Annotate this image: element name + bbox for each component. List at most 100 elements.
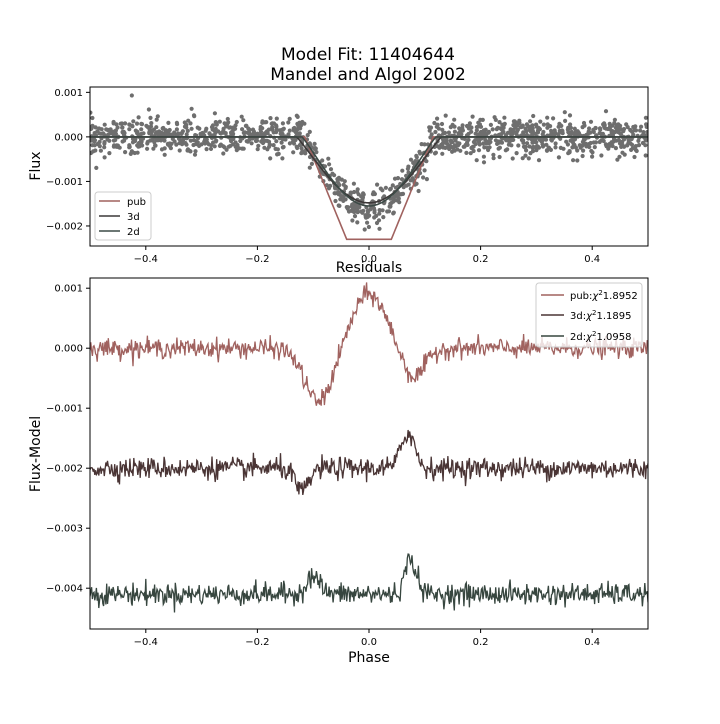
flux-point — [566, 151, 571, 156]
flux-point — [93, 125, 98, 130]
flux-point — [540, 138, 545, 143]
flux-point — [326, 186, 332, 191]
flux-point — [575, 158, 580, 163]
top-legend[interactable]: pub 3d 2d — [94, 191, 152, 241]
flux-point — [337, 191, 342, 196]
flux-point — [111, 121, 116, 126]
flux-point — [286, 132, 291, 137]
flux-point — [213, 120, 219, 125]
flux-point — [149, 121, 154, 126]
flux-point — [151, 146, 156, 151]
flux-point — [212, 144, 217, 149]
flux-point — [161, 126, 166, 131]
legend-3d-chi2-value: 1.1895 — [596, 311, 631, 322]
flux-point — [440, 144, 445, 149]
flux-point — [633, 128, 639, 133]
flux-point — [497, 154, 502, 160]
flux-point — [381, 215, 386, 220]
model-lines — [90, 136, 648, 241]
flux-point — [268, 156, 273, 161]
flux-point — [295, 145, 300, 151]
flux-point — [365, 214, 370, 219]
flux-point — [274, 139, 279, 144]
flux-point — [631, 124, 636, 130]
flux-point — [262, 145, 267, 150]
flux-point — [189, 126, 194, 131]
flux-point — [466, 137, 471, 142]
top-x-tick-label: 0.2 — [473, 254, 489, 265]
flux-point — [620, 142, 625, 147]
flux-point — [400, 168, 405, 173]
residual-line-2d — [90, 553, 648, 613]
flux-point — [492, 115, 497, 120]
flux-point — [207, 131, 212, 136]
flux-point — [632, 154, 637, 160]
flux-point — [440, 127, 445, 132]
top-panel: −0.4 −0.2 0.0 0.2 0.4 0.001 0.000 −0.001 −0.002… — [28, 86, 649, 265]
flux-point — [380, 208, 385, 213]
flux-point — [287, 116, 292, 121]
flux-point — [277, 128, 283, 133]
flux-point — [92, 139, 97, 144]
flux-point — [526, 156, 531, 161]
flux-point — [197, 126, 202, 131]
flux-point — [271, 143, 276, 148]
flux-point — [204, 140, 209, 145]
flux-point — [112, 143, 117, 148]
flux-point — [399, 177, 405, 182]
flux-point — [263, 138, 268, 143]
flux-point — [191, 113, 197, 118]
flux-point — [275, 147, 280, 152]
flux-point — [496, 146, 501, 151]
flux-point — [440, 151, 445, 156]
bottom-y-tick-label: 0.000 — [54, 344, 83, 355]
flux-point — [486, 147, 491, 153]
top-y-tick-label: 0.001 — [54, 88, 83, 99]
residuals-legend[interactable]: pub:χ21.8952 3d:χ21.1895 2d:χ21.0958 — [535, 282, 643, 348]
flux-point — [123, 121, 128, 126]
flux-point — [351, 181, 356, 186]
flux-point — [208, 146, 214, 151]
legend-2d-chi2-symbol: χ — [585, 332, 593, 343]
flux-point — [520, 156, 525, 161]
flux-point — [462, 144, 467, 149]
flux-point — [484, 141, 489, 146]
flux-point — [621, 129, 626, 134]
flux-point — [303, 151, 308, 156]
flux-point — [408, 157, 414, 162]
flux-point — [588, 140, 593, 146]
flux-point — [101, 132, 107, 137]
flux-point — [421, 175, 426, 180]
flux-point — [571, 158, 576, 163]
legend-2d-chi2-sup: 2 — [592, 330, 596, 338]
flux-point — [140, 143, 145, 148]
legend-pub-label: pub — [127, 197, 146, 208]
x-axis-label: Phase — [348, 650, 390, 666]
flux-point — [528, 151, 533, 156]
top-x-tick-label: −0.2 — [245, 254, 269, 265]
residual-line-pub — [90, 282, 648, 406]
flux-point — [524, 148, 529, 153]
flux-point — [600, 131, 606, 136]
flux-point — [346, 205, 351, 210]
flux-point — [615, 157, 620, 162]
flux-point — [97, 126, 102, 131]
figure-title-line2: Mandel and Algol 2002 — [270, 65, 466, 85]
flux-point — [313, 146, 318, 151]
flux-point — [102, 122, 107, 127]
flux-point — [541, 129, 546, 135]
flux-point — [366, 224, 371, 230]
flux-point — [264, 120, 269, 125]
flux-point — [490, 127, 495, 132]
legend-3d-chi2-name: 3d: — [570, 311, 586, 322]
bottom-x-tick-label: −0.4 — [134, 637, 158, 648]
legend-pub-chi2-label: pub:χ21.8952 — [570, 289, 638, 302]
bottom-y-tick-label: −0.003 — [46, 524, 83, 535]
flux-point — [588, 119, 594, 124]
flux-point — [281, 144, 286, 150]
flux-point — [419, 142, 424, 147]
flux-point — [365, 210, 370, 215]
flux-point — [107, 138, 112, 143]
flux-point — [391, 210, 396, 215]
